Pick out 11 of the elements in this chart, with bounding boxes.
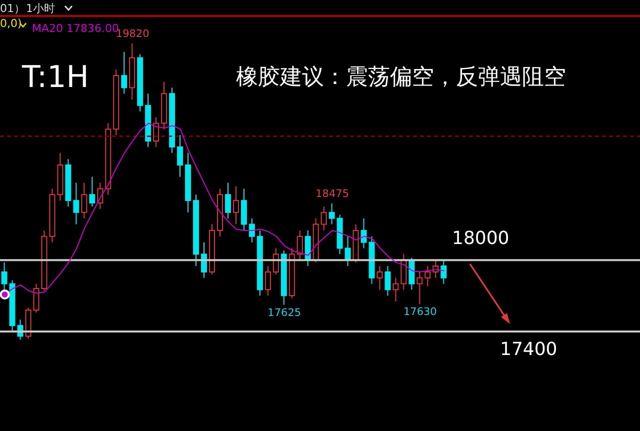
text: 01） [0, 1, 25, 16]
annotation: 橡胶建议：震荡偏空，反弹遇阻空 [236, 64, 566, 92]
annotation: 17625 [266, 306, 302, 319]
text: 0,0) [0, 17, 22, 30]
text: MA20 17836.00 [32, 22, 119, 35]
annotation: T:1H [22, 60, 89, 95]
annotation: 17630 [402, 306, 438, 318]
text: 1小时 [26, 1, 55, 16]
annotation: 18000 [452, 228, 510, 250]
annotation: 18475 [314, 188, 350, 200]
annotation: 17400 [500, 339, 558, 360]
